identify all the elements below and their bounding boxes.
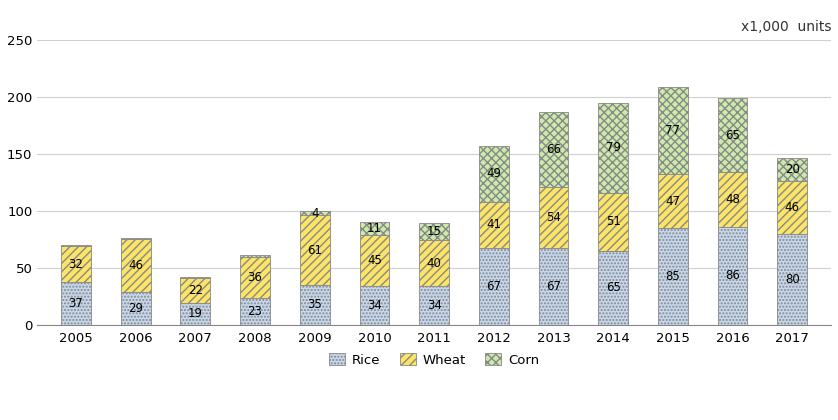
Text: 22: 22 bbox=[188, 284, 203, 297]
Text: 45: 45 bbox=[367, 254, 382, 267]
Bar bbox=[478, 146, 509, 202]
Text: 80: 80 bbox=[785, 273, 799, 286]
Bar bbox=[717, 227, 747, 325]
Bar bbox=[241, 299, 270, 325]
Bar bbox=[300, 211, 329, 215]
Text: x1,000  units: x1,000 units bbox=[741, 20, 831, 34]
Text: 51: 51 bbox=[606, 215, 621, 228]
Bar bbox=[478, 202, 509, 248]
Text: 67: 67 bbox=[546, 280, 561, 293]
Bar bbox=[241, 257, 270, 299]
Text: 49: 49 bbox=[486, 167, 501, 180]
Bar bbox=[598, 192, 628, 251]
Bar bbox=[121, 238, 151, 239]
Bar bbox=[300, 285, 329, 325]
Bar bbox=[539, 187, 568, 248]
Bar bbox=[598, 102, 628, 192]
Text: 41: 41 bbox=[486, 218, 501, 231]
Bar bbox=[61, 245, 91, 246]
Text: 77: 77 bbox=[665, 124, 680, 137]
Bar bbox=[778, 234, 807, 325]
Bar bbox=[658, 87, 688, 174]
Bar bbox=[360, 235, 390, 286]
Bar bbox=[360, 286, 390, 325]
Bar bbox=[419, 240, 449, 286]
Text: 79: 79 bbox=[606, 141, 621, 154]
Bar bbox=[300, 215, 329, 285]
Text: 48: 48 bbox=[725, 193, 740, 206]
Text: 67: 67 bbox=[486, 280, 501, 293]
Text: 32: 32 bbox=[69, 258, 84, 271]
Bar bbox=[717, 172, 747, 227]
Bar bbox=[598, 251, 628, 325]
Text: 34: 34 bbox=[427, 299, 442, 312]
Bar bbox=[419, 223, 449, 240]
Text: 46: 46 bbox=[784, 201, 799, 214]
Text: 20: 20 bbox=[785, 163, 799, 176]
Bar bbox=[658, 174, 688, 228]
Text: 34: 34 bbox=[367, 299, 382, 312]
Text: 11: 11 bbox=[367, 222, 382, 235]
Text: 85: 85 bbox=[665, 270, 680, 283]
Text: 37: 37 bbox=[69, 297, 84, 310]
Bar bbox=[778, 158, 807, 181]
Bar bbox=[180, 277, 210, 278]
Bar bbox=[61, 283, 91, 325]
Bar bbox=[658, 228, 688, 325]
Text: 36: 36 bbox=[247, 271, 262, 284]
Bar bbox=[778, 181, 807, 234]
Bar bbox=[241, 255, 270, 257]
Bar bbox=[360, 222, 390, 235]
Text: 15: 15 bbox=[427, 225, 442, 238]
Bar bbox=[539, 248, 568, 325]
Text: 54: 54 bbox=[546, 211, 561, 224]
Text: 86: 86 bbox=[725, 269, 740, 282]
Bar bbox=[180, 303, 210, 325]
Text: 65: 65 bbox=[606, 281, 621, 294]
Bar bbox=[717, 98, 747, 172]
Text: 46: 46 bbox=[128, 259, 143, 272]
Text: 65: 65 bbox=[725, 129, 740, 142]
Text: 29: 29 bbox=[128, 302, 143, 315]
Text: 23: 23 bbox=[247, 305, 262, 318]
Text: 47: 47 bbox=[665, 194, 680, 207]
Bar bbox=[419, 286, 449, 325]
Bar bbox=[121, 239, 151, 291]
Text: 35: 35 bbox=[308, 298, 322, 311]
Bar bbox=[180, 278, 210, 303]
Legend: Rice, Wheat, Corn: Rice, Wheat, Corn bbox=[324, 348, 544, 372]
Text: 19: 19 bbox=[188, 307, 203, 320]
Bar bbox=[61, 246, 91, 283]
Bar bbox=[121, 291, 151, 325]
Bar bbox=[478, 248, 509, 325]
Bar bbox=[539, 112, 568, 187]
Text: 61: 61 bbox=[308, 244, 323, 257]
Text: 66: 66 bbox=[546, 143, 561, 156]
Text: 4: 4 bbox=[311, 207, 318, 220]
Text: 40: 40 bbox=[427, 257, 442, 270]
